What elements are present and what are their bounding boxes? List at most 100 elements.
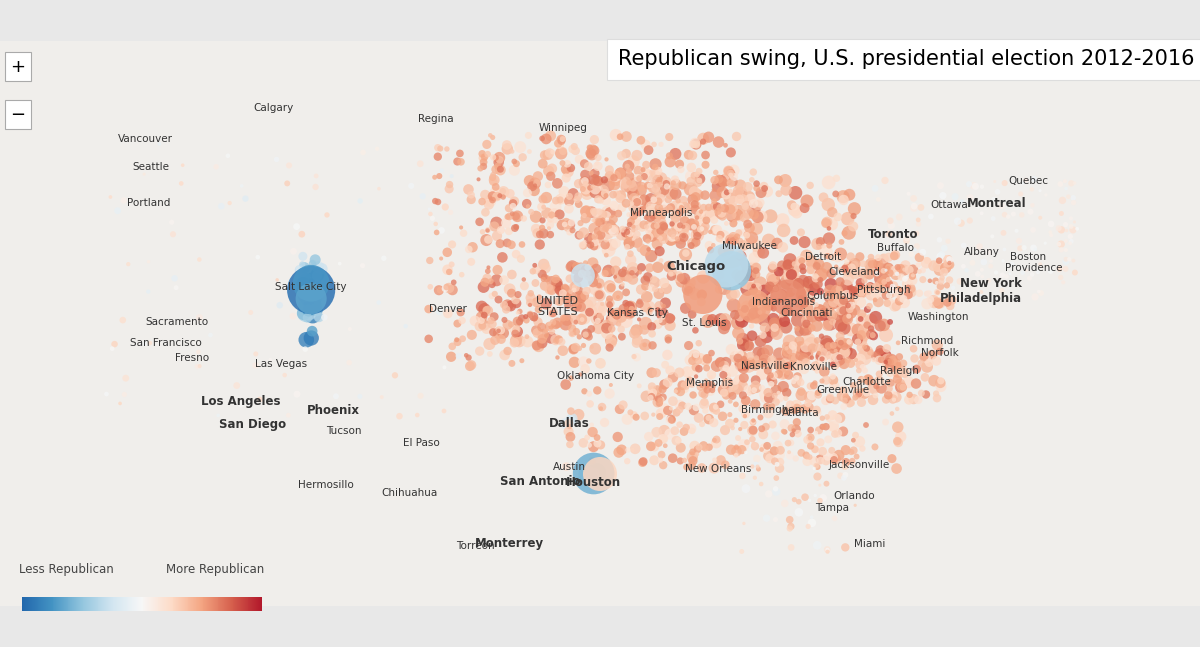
Point: [563, 225, 582, 236]
Point: [350, 196, 370, 206]
Point: [841, 262, 860, 272]
Point: [529, 304, 548, 314]
Point: [439, 283, 458, 293]
Point: [173, 160, 192, 170]
Point: [845, 269, 864, 279]
Point: [682, 162, 701, 173]
Point: [752, 444, 772, 455]
Point: [484, 327, 503, 337]
Point: [484, 177, 503, 187]
Point: [787, 403, 806, 413]
Point: [582, 420, 601, 430]
Point: [626, 195, 646, 205]
Point: [846, 294, 865, 305]
Point: [588, 314, 607, 324]
Point: [650, 233, 670, 243]
Point: [854, 285, 874, 295]
Point: [794, 353, 814, 364]
Point: [678, 367, 697, 377]
Point: [600, 298, 619, 309]
Point: [1064, 217, 1084, 227]
Point: [870, 286, 889, 296]
Point: [638, 244, 658, 254]
Point: [293, 229, 312, 239]
Point: [541, 131, 560, 141]
Point: [772, 291, 791, 301]
Point: [499, 203, 518, 214]
Point: [866, 313, 886, 323]
Point: [796, 346, 815, 356]
Point: [606, 238, 625, 248]
Point: [881, 378, 900, 388]
Point: [596, 323, 616, 333]
Point: [605, 309, 624, 319]
Point: [763, 294, 782, 304]
Point: [232, 399, 251, 410]
Point: [1056, 236, 1075, 246]
Point: [774, 382, 793, 392]
Point: [930, 346, 949, 356]
Point: [654, 205, 673, 215]
Point: [648, 175, 667, 185]
Point: [150, 138, 169, 149]
Point: [1042, 219, 1061, 229]
Point: [828, 352, 847, 362]
Point: [451, 307, 470, 318]
Point: [701, 381, 720, 391]
Point: [612, 230, 631, 241]
Point: [778, 259, 797, 270]
Point: [114, 195, 133, 206]
Point: [662, 415, 682, 425]
Point: [490, 157, 509, 168]
Point: [715, 380, 734, 390]
Point: [913, 265, 932, 276]
Point: [577, 466, 596, 477]
Text: Denver: Denver: [428, 304, 467, 314]
Point: [680, 355, 700, 366]
Point: [578, 267, 598, 278]
Point: [766, 283, 785, 294]
Point: [428, 142, 448, 153]
Point: [526, 179, 545, 189]
Point: [490, 328, 509, 338]
Point: [889, 296, 908, 306]
Point: [881, 287, 900, 297]
Point: [689, 364, 708, 374]
Point: [724, 300, 743, 311]
Point: [726, 399, 745, 410]
Point: [484, 192, 503, 202]
Point: [766, 284, 785, 294]
Point: [733, 380, 752, 391]
Point: [773, 369, 792, 379]
Point: [689, 338, 708, 348]
Point: [586, 344, 605, 354]
Point: [637, 292, 656, 302]
Text: Albany: Albany: [965, 247, 1000, 258]
Point: [830, 312, 850, 322]
Point: [674, 383, 694, 393]
Point: [559, 426, 578, 437]
Point: [931, 181, 950, 191]
Point: [781, 269, 800, 280]
Point: [826, 189, 845, 199]
Point: [624, 190, 643, 200]
Point: [593, 402, 612, 412]
Point: [716, 175, 736, 185]
Point: [586, 239, 605, 249]
Point: [662, 267, 682, 277]
Point: [557, 217, 576, 228]
Point: [660, 320, 679, 331]
Point: [709, 284, 728, 294]
Point: [493, 186, 512, 197]
Point: [606, 314, 625, 324]
Point: [850, 366, 869, 376]
Point: [596, 211, 616, 221]
Point: [764, 371, 784, 381]
Point: [649, 394, 668, 404]
Point: [1049, 223, 1068, 234]
Point: [616, 179, 635, 189]
Point: [540, 284, 559, 294]
Point: [299, 294, 318, 305]
Point: [566, 327, 586, 337]
Point: [624, 222, 643, 232]
